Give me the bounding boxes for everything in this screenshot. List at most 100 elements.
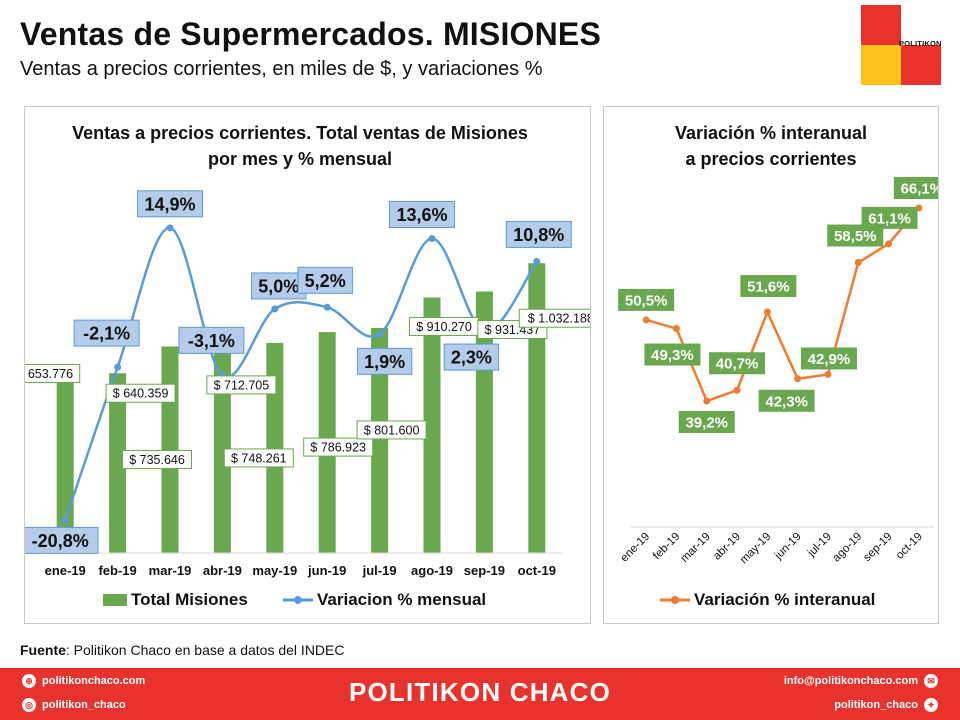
x-tick-oct-19: oct-19 <box>518 563 556 578</box>
footer-web-text: politikonchaco.com <box>42 675 146 687</box>
bar-label-ago-19: $ 910.270 <box>416 320 472 334</box>
pct-label-box-jul-19 <box>356 347 413 375</box>
pct-label-box-mar-19 <box>678 411 735 433</box>
line-point-jun-19 <box>794 375 802 383</box>
source-label: Fuente <box>20 642 66 658</box>
bar-label-oct-19: $ 1.032.188 <box>528 312 590 326</box>
line-point-jun-19 <box>323 303 331 311</box>
line-point-may-19 <box>271 305 279 313</box>
line-point-jul-19 <box>376 330 384 338</box>
pct-label-ago-19: 58,5% <box>834 228 877 245</box>
bar-label-mar-19: $ 735.646 <box>129 453 185 467</box>
pct-label-box-oct-19 <box>893 177 950 199</box>
pct-label-box-jun-19 <box>297 266 353 294</box>
bar-mar-19 <box>161 346 179 553</box>
pct-label-mar-19: 14,9% <box>144 194 195 214</box>
bar-label-box-abr-19 <box>206 375 277 395</box>
x-tick-jul-19: jul-19 <box>805 531 834 560</box>
footer-web[interactable]: ⊕ politikonchaco.com <box>22 674 145 688</box>
pct-label-box-feb-19 <box>644 343 701 366</box>
pct-label-mar-19: 39,2% <box>685 415 728 432</box>
line-point-ene-19 <box>642 316 650 324</box>
pct-label-box-jun-19 <box>758 389 815 412</box>
yearly-chart-panel: Variación % interanual a precios corrient… <box>603 106 950 624</box>
x-tick-oct-19: oct-19 <box>894 531 925 562</box>
footer-email[interactable]: info@politikonchaco.com ✉ <box>784 674 938 688</box>
email-icon: ✉ <box>924 674 938 688</box>
line-point-ago-19 <box>428 234 436 242</box>
bar-label-may-19: $ 748.261 <box>231 451 287 465</box>
x-tick-abr-19: abr-19 <box>203 563 242 578</box>
pct-label-abr-19: -3,1% <box>188 331 235 351</box>
legend-label-line: Variación % interanual <box>694 590 875 609</box>
politikon-logo: POLITIKON <box>861 5 941 85</box>
monthly-sales-chart: Ventas a precios corrientes. Total venta… <box>10 123 603 609</box>
bar-ago-19 <box>423 297 441 553</box>
line-point-jul-19 <box>824 370 832 378</box>
legend-marker-line <box>294 596 302 604</box>
x-tick-feb-19: feb-19 <box>651 531 683 563</box>
bar-oct-19 <box>528 263 546 553</box>
bar-label-box-mar-19 <box>122 449 192 469</box>
pct-label-oct-19: 66,1% <box>901 181 938 198</box>
pct-label-box-oct-19 <box>505 220 572 248</box>
line-point-ago-19 <box>854 259 862 267</box>
x-tick-ago-19: ago-19 <box>831 531 865 565</box>
line-point-abr-19 <box>733 386 741 394</box>
x-tick-sep-19: sep-19 <box>861 531 894 564</box>
legend-label-line: Variacion % mensual <box>317 590 486 609</box>
footer-instagram[interactable]: ◎ politikon_chaco <box>22 698 126 712</box>
pct-label-oct-19: 10,8% <box>513 225 564 245</box>
pct-label-box-abr-19 <box>178 326 245 354</box>
line-point-sep-19 <box>885 240 893 248</box>
bar-label-jun-19: $ 786.923 <box>310 441 366 455</box>
pct-label-box-ene-19 <box>21 526 99 554</box>
x-tick-may-19: may-19 <box>738 531 774 567</box>
monthly-chart-panel: Ventas a precios corrientes. Total venta… <box>10 106 603 624</box>
pct-label-box-mar-19 <box>137 190 203 218</box>
bar-label-box-jun-19 <box>303 437 374 457</box>
pct-label-feb-19: -2,1% <box>83 324 130 344</box>
chart1-title-line-2: por mes y % mensual <box>208 149 392 169</box>
bar-label-feb-19: $ 640.359 <box>113 387 169 401</box>
legend-label-bars: Total Misiones <box>131 590 248 609</box>
pct-label-box-jul-19 <box>800 347 857 370</box>
bar-jul-19 <box>371 327 389 553</box>
pct-label-box-abr-19 <box>709 352 766 375</box>
page-subtitle: Ventas a precios corrientes, en miles de… <box>20 58 543 80</box>
pct-label-ene-19: 50,5% <box>625 292 668 309</box>
footer-twitter[interactable]: politikon_chaco ✦ <box>834 698 938 712</box>
bar-label-box-feb-19 <box>105 383 176 403</box>
line-point-feb-19 <box>672 325 680 333</box>
pct-label-jun-19: 42,3% <box>765 393 808 410</box>
chart2-title-line-1: Variación % interanual <box>675 123 867 143</box>
footer-twitter-text: politikon_chaco <box>834 699 918 711</box>
pct-label-box-may-19 <box>251 272 307 300</box>
instagram-icon: ◎ <box>22 698 36 712</box>
pct-label-ago-19: 13,6% <box>396 205 447 225</box>
pct-label-box-feb-19 <box>73 319 140 347</box>
logo-text: POLITIKON <box>899 39 942 48</box>
x-tick-jun-19: jun-19 <box>772 531 804 563</box>
pct-label-jul-19: 42,9% <box>808 351 851 368</box>
x-tick-jul-19: jul-19 <box>362 563 397 578</box>
pct-label-jun-19: 5,2% <box>305 271 346 291</box>
source-text: : Politikon Chaco en base a datos del IN… <box>65 642 345 658</box>
pct-label-box-sep-19 <box>443 343 500 371</box>
footer-instagram-text: politikon_chaco <box>42 699 126 711</box>
chart1-title-line-1: Ventas a precios corrientes. Total venta… <box>72 123 528 143</box>
x-tick-ene-19: ene-19 <box>45 563 86 578</box>
pct-label-sep-19: 61,1% <box>868 210 911 227</box>
page-title: Ventas de Supermercados. MISIONES <box>20 16 602 52</box>
x-tick-mar-19: mar-19 <box>679 531 713 565</box>
x-tick-ene-19: ene-19 <box>618 531 652 565</box>
pct-label-may-19: 5,0% <box>258 276 299 296</box>
bar-label-ene-19: $ 653.776 <box>25 367 73 381</box>
pct-label-box-ago-19 <box>389 200 455 228</box>
pct-label-box-ene-19 <box>618 288 675 311</box>
x-tick-ago-19: ago-19 <box>411 563 453 578</box>
line-point-oct-19 <box>533 257 541 265</box>
pct-label-jul-19: 1,9% <box>364 352 405 372</box>
bar-label-jul-19: $ 801.600 <box>364 423 420 437</box>
bar-may-19 <box>266 342 284 553</box>
